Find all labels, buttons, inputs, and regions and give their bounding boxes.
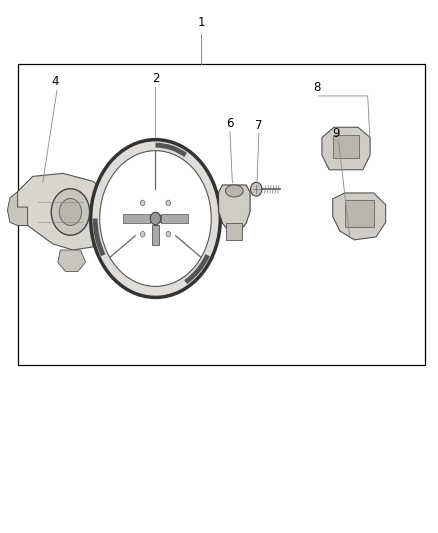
Circle shape	[141, 200, 145, 206]
Polygon shape	[7, 192, 28, 225]
Polygon shape	[322, 127, 370, 169]
Polygon shape	[161, 214, 188, 223]
Text: 1: 1	[198, 17, 205, 29]
Polygon shape	[18, 173, 113, 250]
Text: 7: 7	[255, 119, 263, 132]
Circle shape	[59, 198, 81, 225]
Polygon shape	[226, 223, 242, 240]
Polygon shape	[333, 193, 385, 240]
Text: 8: 8	[313, 82, 320, 94]
Bar	[18, 64, 425, 365]
Polygon shape	[345, 200, 374, 227]
Bar	[139, 215, 172, 222]
Circle shape	[91, 140, 220, 297]
Circle shape	[51, 189, 89, 235]
Ellipse shape	[226, 185, 243, 197]
Circle shape	[166, 200, 170, 206]
Text: 2: 2	[152, 72, 159, 85]
Circle shape	[251, 182, 262, 196]
Polygon shape	[93, 198, 124, 247]
Circle shape	[150, 212, 161, 225]
Text: 4: 4	[51, 75, 59, 88]
Circle shape	[100, 151, 211, 286]
Bar	[152, 225, 159, 245]
Circle shape	[166, 231, 170, 237]
Polygon shape	[58, 250, 85, 271]
Text: 9: 9	[332, 127, 340, 140]
Text: 6: 6	[226, 117, 234, 130]
Polygon shape	[219, 185, 250, 233]
Circle shape	[141, 231, 145, 237]
Polygon shape	[123, 214, 150, 223]
Polygon shape	[333, 135, 359, 158]
